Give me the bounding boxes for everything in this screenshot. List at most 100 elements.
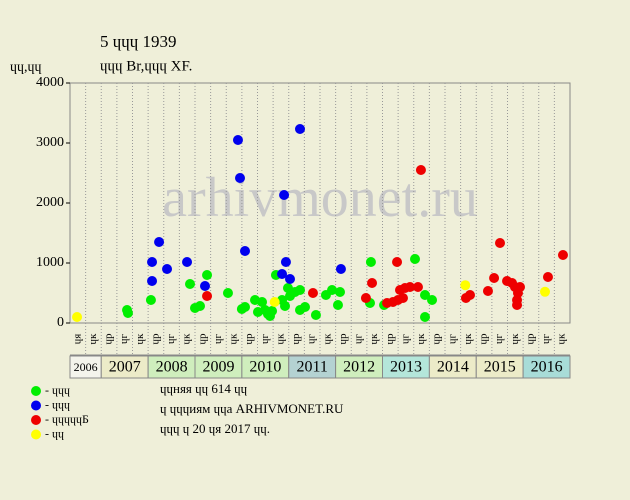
x-tick-label: ɥк [556,333,568,345]
point [200,280,210,291]
point [427,295,438,306]
chart-title: 5 ɥɥɥ 1939 [100,32,177,51]
x-tick-label: ɥр [149,333,161,345]
year-label: 2012 [343,359,375,376]
point [307,288,318,298]
point [240,301,250,312]
point [154,237,165,247]
point [202,291,213,301]
legend-label: - ɥɥɥ [45,383,70,397]
year-label: 2011 [296,359,327,376]
point [280,256,291,267]
legend-marker [31,429,41,440]
point [222,288,233,298]
point [335,286,345,297]
x-tick-label: ɥк [509,333,521,345]
point [147,256,158,267]
point [310,310,321,321]
year-label: 2014 [437,359,469,376]
point [412,282,423,292]
y-tick-label: 3000 [36,135,64,150]
legend-label: - ɥɥɥ [45,397,70,411]
x-tick-label: ɥг [399,334,411,345]
year-label: 2007 [109,359,141,376]
point [267,306,278,316]
legend-label: - ɥɥ [45,426,64,440]
point [392,256,403,267]
point [420,312,430,322]
x-tick-label: ɥк [368,333,380,345]
point [295,124,305,135]
year-label: 2015 [484,359,516,376]
point [332,300,343,310]
x-tick-label: ɥр [243,333,255,345]
point [269,297,280,307]
x-tick-label: ɥг [540,334,552,345]
x-tick-label: ɥг [212,334,224,345]
point [542,271,553,282]
y-tick-label: 4000 [36,75,64,90]
y-tick-label: 0 [57,315,64,330]
legend-marker [31,400,41,411]
legend-marker [31,415,41,425]
x-tick-label: ɥр [290,333,302,345]
x-tick-label: ɥк [321,333,333,345]
point [489,273,500,283]
x-tick-label: ɥр [431,333,443,345]
point [405,282,415,292]
x-tick-label: ɥк [87,333,99,345]
point [145,295,156,306]
x-tick-label: ɥг [446,334,458,345]
point [300,301,310,312]
year-label: 2009 [202,359,234,376]
x-tick-label: ɥк [181,333,193,345]
point [185,279,195,289]
point [460,280,471,291]
point [257,297,268,307]
x-tick-label: ɥк [274,333,286,345]
x-tick-label: ɥг [306,334,318,345]
x-tick-label: ɥк [462,333,474,345]
y-tick-label: 1000 [36,255,64,270]
x-tick-label: ɥр [478,333,490,345]
point [295,285,305,295]
point [335,264,346,274]
point [360,292,371,303]
x-tick-label: ɥк [134,333,146,345]
point [415,165,426,175]
legend-marker [31,386,41,396]
x-tick-label: ɥг [493,334,505,345]
chart-subtitle: ɥɥɥ Br,ɥɥɥ XF. [100,58,192,74]
x-tick-label: ɥк [228,333,240,345]
x-tick-label: ɥя [71,334,83,345]
point [277,268,288,279]
x-tick-label: ɥр [524,333,536,345]
point [557,250,568,261]
point [280,301,290,312]
point [367,277,378,288]
point [147,276,158,286]
point [482,286,493,297]
x-tick-label: ɥг [165,334,177,345]
year-label: 2010 [249,359,281,376]
point [495,238,505,249]
point [540,286,550,297]
year-label: 2013 [390,359,422,376]
x-tick-label: ɥр [384,333,396,345]
x-tick-label: ɥг [353,334,365,345]
point [72,312,83,322]
x-tick-label: ɥк [415,333,427,345]
y-tick-label: 2000 [36,195,64,210]
point [515,282,525,292]
point [279,190,290,201]
point [410,253,420,264]
x-tick-label: ɥг [118,334,130,345]
y-axis-label: ɥɥ,ɥɥ [10,60,42,75]
x-tick-label: ɥр [337,333,349,345]
year-label: 2016 [531,359,563,376]
year-label: 2008 [156,359,188,376]
point [512,300,523,310]
point [420,289,430,300]
year-cell [522,355,571,379]
